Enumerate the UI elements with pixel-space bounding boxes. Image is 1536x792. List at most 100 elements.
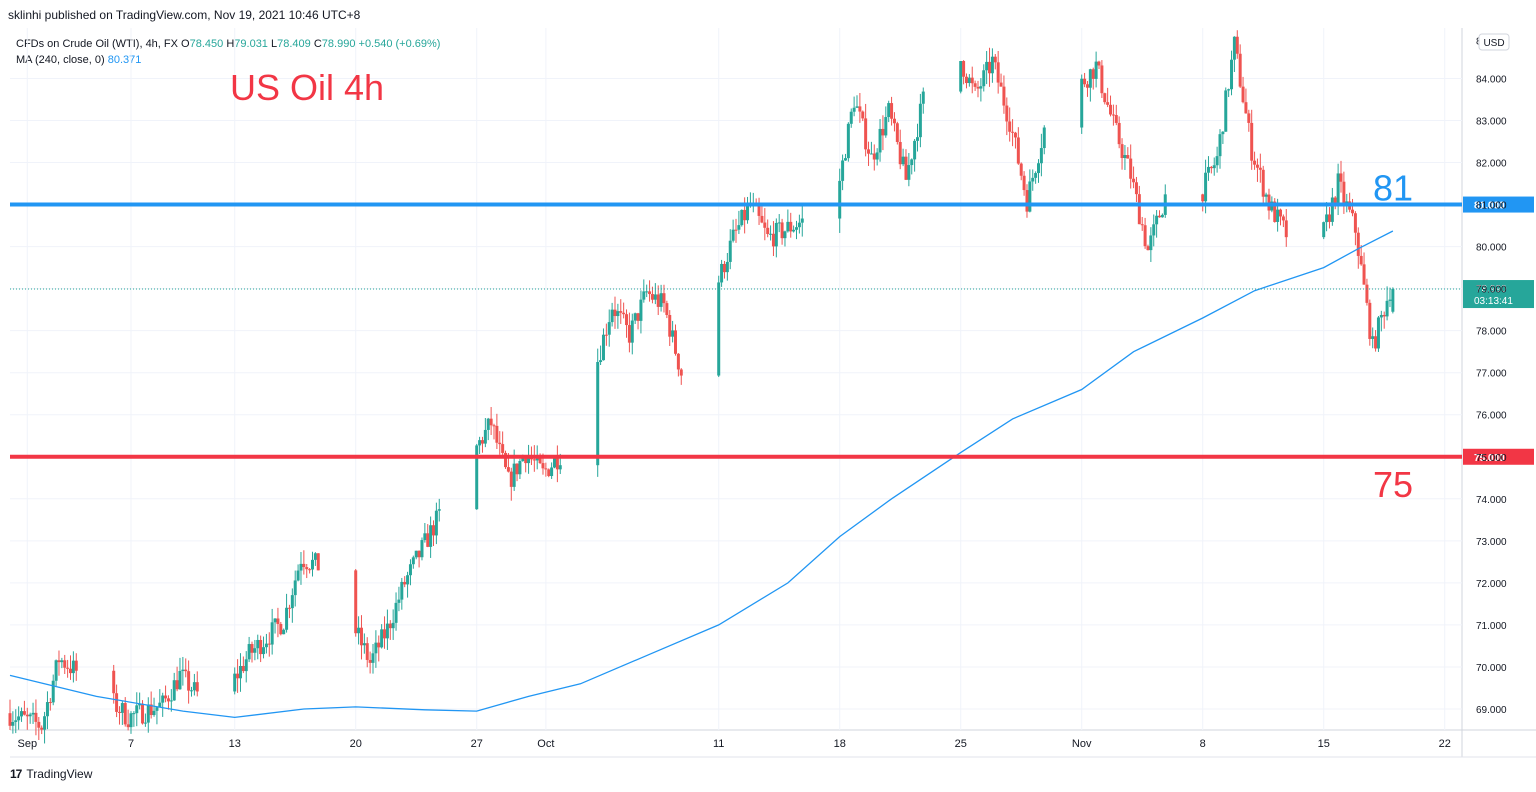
candle-body — [43, 716, 47, 730]
ma-label[interactable]: MA (240, close, 0) — [16, 54, 105, 66]
candle-body — [734, 229, 738, 231]
candle-body — [1339, 173, 1343, 182]
candle — [256, 634, 260, 660]
candle-body — [769, 233, 773, 235]
candle-body — [138, 703, 142, 706]
candle-body — [746, 204, 750, 221]
candle — [1261, 165, 1265, 205]
candle — [898, 129, 902, 170]
candle-body — [743, 209, 747, 221]
ma-value: 80.371 — [107, 54, 142, 66]
candle-body — [1235, 36, 1239, 54]
candle — [308, 568, 312, 574]
candle — [285, 593, 289, 633]
candle-body — [403, 581, 407, 585]
candle-body — [17, 716, 21, 721]
candle — [311, 551, 314, 577]
candle — [1362, 252, 1366, 285]
candle — [406, 571, 410, 598]
candle-body — [25, 714, 29, 717]
candle-body — [71, 660, 75, 674]
candle — [14, 709, 18, 734]
candle — [982, 64, 986, 92]
candle-body — [1100, 65, 1104, 94]
candle-body — [861, 111, 865, 119]
candle — [112, 664, 116, 704]
candle-body — [178, 671, 182, 690]
candle-body — [74, 660, 78, 671]
candle — [1117, 116, 1121, 149]
tradingview-branding[interactable]: 17 TradingView — [10, 767, 92, 781]
candle — [365, 637, 369, 668]
candle-body — [777, 222, 781, 224]
candle — [892, 112, 896, 132]
candle — [910, 158, 914, 175]
time-axis[interactable]: Sep 7 13 20 27 Oct 11 18 25 Nov 8 15 22 — [17, 738, 1450, 750]
candle-body — [287, 607, 291, 609]
candle-body — [1206, 166, 1210, 173]
open-label: O — [181, 38, 190, 50]
candle — [63, 654, 67, 674]
candle-body — [161, 695, 165, 703]
level-price-label-81: 81.000 — [1474, 201, 1505, 212]
candle-body — [967, 77, 971, 84]
symbol-name[interactable]: CFDs on Crude Oil (WTI), 4h, FX — [16, 38, 178, 50]
candle — [408, 559, 412, 586]
candle — [262, 636, 266, 659]
time-tick-label: 27 — [471, 738, 483, 750]
candle-body — [1091, 69, 1095, 79]
candle — [276, 607, 280, 638]
candle — [383, 616, 387, 649]
candle — [616, 303, 620, 329]
candle-body — [181, 669, 185, 672]
candle-body — [432, 525, 435, 536]
candle-body — [1019, 163, 1023, 176]
candle-body — [475, 445, 479, 510]
candle — [1114, 104, 1118, 126]
candle — [1140, 216, 1144, 231]
candle-body — [31, 712, 35, 715]
candle-body — [299, 563, 303, 571]
candle-body — [855, 106, 859, 108]
candle-body — [504, 452, 508, 468]
candle-body — [544, 468, 548, 470]
candle — [149, 691, 153, 719]
candle-body — [895, 123, 899, 142]
candle-body — [1013, 132, 1017, 138]
candle — [359, 615, 363, 660]
candle — [172, 672, 176, 701]
candle-body — [970, 77, 974, 84]
candle-body — [795, 227, 798, 230]
candle — [1376, 315, 1380, 352]
candle — [547, 468, 551, 478]
candle-body — [1356, 232, 1360, 256]
candle-body — [512, 463, 516, 487]
candle-body — [890, 103, 894, 119]
candle-body — [964, 76, 968, 84]
candle-body — [1333, 197, 1337, 203]
candle-body — [599, 360, 603, 362]
time-tick-label: 15 — [1318, 738, 1330, 750]
candle-body — [792, 229, 796, 232]
candle-body — [1374, 336, 1378, 349]
currency-badge[interactable]: USD — [1478, 33, 1510, 51]
candle — [988, 47, 992, 87]
candle — [1253, 151, 1257, 170]
candle-body — [63, 660, 67, 668]
candle-body — [279, 623, 283, 635]
candle — [161, 692, 165, 717]
candle-body — [1345, 201, 1349, 203]
level-price-tag-81 — [1463, 196, 1534, 213]
candle-body — [293, 580, 297, 596]
candle-body — [267, 643, 271, 645]
candle — [1365, 278, 1369, 306]
candle — [676, 353, 680, 377]
candle-body — [57, 660, 61, 663]
candle — [57, 650, 61, 676]
candle — [1088, 68, 1092, 102]
price-axis[interactable]: 69.000 70.000 71.000 72.000 73.000 74.000 75.0… — [1476, 37, 1507, 716]
candle — [1281, 214, 1285, 228]
candle — [1149, 227, 1153, 262]
candle-body — [547, 469, 551, 477]
